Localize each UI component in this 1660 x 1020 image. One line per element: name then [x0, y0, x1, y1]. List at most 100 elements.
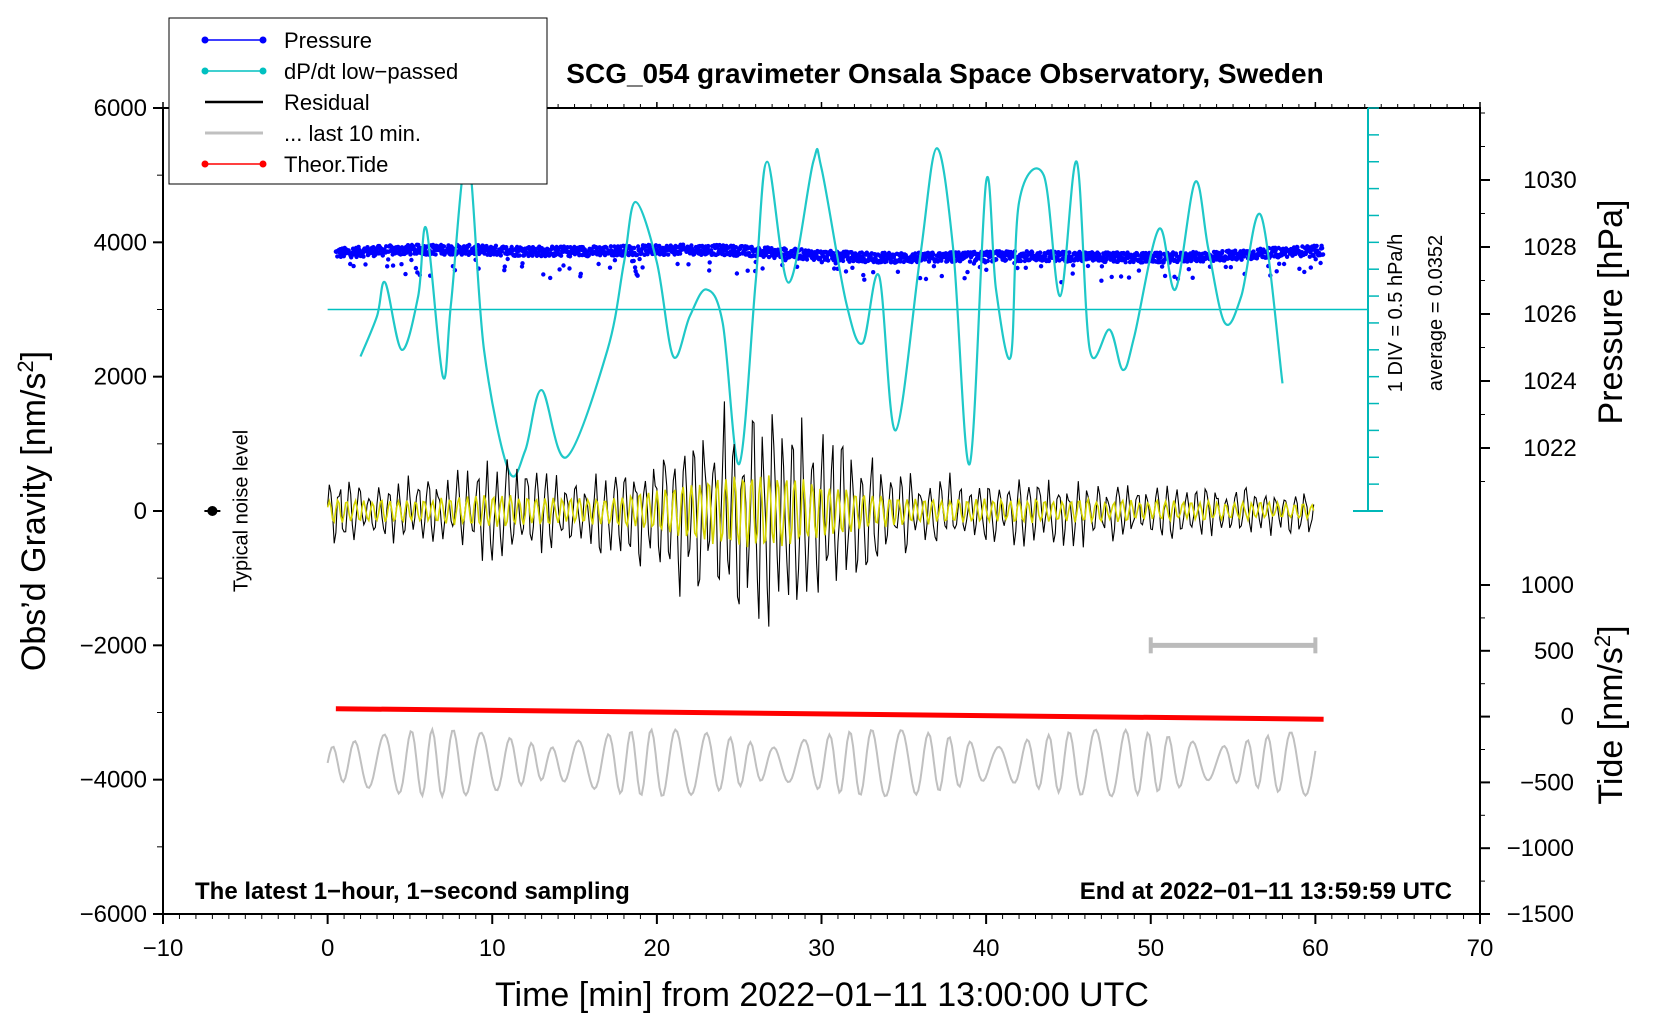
pressure-axis-ticks: 1030 1028 1026 1024 1022 — [1480, 167, 1577, 462]
pressure-dot — [632, 245, 637, 251]
tide-axis-title: Tide [nm/s2] — [1590, 625, 1631, 804]
pressure-dot — [861, 272, 866, 278]
pressure-dot — [348, 261, 353, 267]
pressure-dot — [1308, 265, 1314, 270]
pressure-tick-label: 1028 — [1523, 234, 1576, 261]
pressure-dot — [804, 257, 810, 262]
pressure-dot — [1037, 250, 1043, 255]
pressure-dot — [380, 253, 385, 258]
pressure-dot — [441, 244, 447, 249]
tide-tick-label: 500 — [1534, 638, 1574, 665]
pressure-dot — [635, 244, 641, 249]
pressure-dot — [707, 260, 712, 265]
tide-tick-label: 1000 — [1521, 572, 1574, 599]
legend-item: Theor.Tide — [201, 152, 388, 177]
pressure-dot — [493, 243, 499, 248]
pressure-dot — [937, 251, 943, 256]
pressure-dot — [1030, 250, 1035, 255]
pressure-dot — [861, 256, 866, 261]
pressure-dot — [1223, 264, 1229, 270]
pressure-dot — [1162, 273, 1168, 279]
legend: Pressure dP/dt low−passed Residual ... last… — [168, 17, 548, 185]
pressure-tick-label: 1030 — [1523, 167, 1576, 194]
pressure-dot — [1018, 258, 1024, 264]
pressure-dot — [631, 258, 636, 264]
pressure-dot — [363, 262, 368, 267]
y-left-tick-label: −2000 — [80, 632, 147, 659]
pressure-dot — [1099, 278, 1104, 283]
pressure-dot — [351, 263, 356, 269]
pressure-dot — [530, 253, 535, 258]
pressure-dot — [871, 270, 876, 275]
legend-swatch-marker — [259, 67, 267, 75]
pressure-dot — [635, 273, 640, 278]
pressure-dot — [1071, 263, 1076, 268]
pressure-dot — [1302, 269, 1307, 275]
legend-swatch-marker — [201, 36, 209, 44]
dpdt-series-line — [359, 147, 1284, 478]
pressure-dot — [578, 271, 583, 276]
pressure-dot — [931, 264, 937, 269]
pressure-dot — [1228, 265, 1234, 270]
last-10-min-series-line — [326, 726, 1317, 800]
x-axis-title: Time [min] from 2022−01−11 13:00:00 UTC — [495, 976, 1149, 1014]
legend-item: ... last 10 min. — [205, 121, 421, 146]
pressure-dot — [706, 243, 711, 249]
tide-tick-label: −500 — [1520, 769, 1574, 796]
pressure-dot — [1318, 260, 1323, 266]
pressure-dot — [1251, 249, 1256, 254]
pressure-dot — [913, 251, 918, 256]
pressure-dot — [409, 257, 414, 263]
x-tick-label: −10 — [143, 935, 184, 962]
pressure-dot — [799, 247, 804, 252]
pressure-dot — [637, 256, 642, 262]
x-tick-label: 10 — [479, 935, 506, 962]
minor-ticks — [157, 104, 1485, 919]
pressure-dot — [862, 277, 867, 282]
pressure-dot — [917, 275, 923, 281]
pressure-dot — [399, 262, 404, 267]
legend-item: Pressure — [201, 28, 372, 53]
pressure-dot — [662, 252, 667, 257]
pressure-dot — [677, 251, 683, 256]
pressure-dot — [502, 268, 507, 273]
pressure-dot — [1190, 275, 1195, 280]
pressure-dot — [408, 252, 413, 257]
pressure-dot — [895, 269, 901, 274]
pressure-dot — [1186, 267, 1192, 272]
pressure-dot — [632, 265, 638, 270]
pressure-dot — [1136, 268, 1142, 273]
tide-axis-ticks: 1000 500 0 −500 −1000 −1500 — [1480, 572, 1574, 928]
ten-minute-bar — [1148, 637, 1318, 654]
pressure-dot — [390, 263, 396, 268]
pressure-dot — [783, 247, 788, 252]
pressure-axis-title: Pressure [hPa] — [1592, 200, 1630, 425]
pressure-dot — [1239, 257, 1244, 262]
pressure-dot — [1295, 245, 1300, 250]
footer-right-note: End at 2022−01−11 13:59:59 UTC — [1080, 878, 1452, 905]
pressure-dot — [666, 252, 671, 257]
noise-dot — [207, 506, 218, 516]
legend-items: Pressure dP/dt low−passed Residual ... last… — [201, 28, 458, 177]
pressure-dot — [1099, 264, 1105, 269]
pressure-dot — [686, 262, 691, 267]
legend-label: Pressure — [284, 28, 372, 53]
pressure-dot — [985, 258, 990, 264]
pressure-dot — [994, 257, 999, 262]
pressure-dot — [558, 253, 564, 258]
pressure-dot — [840, 258, 846, 264]
x-axis-ticks: −10 0 10 20 30 40 50 60 70 — [143, 102, 1493, 962]
pressure-dot — [608, 244, 614, 249]
pressure-dot — [760, 266, 765, 271]
pressure-dot — [520, 261, 525, 266]
pressure-dot — [541, 272, 546, 277]
y-left-tick-label: 0 — [134, 498, 147, 525]
pressure-dot — [498, 253, 503, 258]
pressure-dot — [850, 265, 855, 270]
pressure-dot — [1211, 258, 1216, 263]
pressure-dot — [1003, 257, 1009, 263]
pressure-dot — [1220, 249, 1225, 254]
x-tick-label: 60 — [1302, 935, 1329, 962]
pressure-dot — [1067, 250, 1072, 255]
residual-series-line — [327, 401, 1315, 627]
